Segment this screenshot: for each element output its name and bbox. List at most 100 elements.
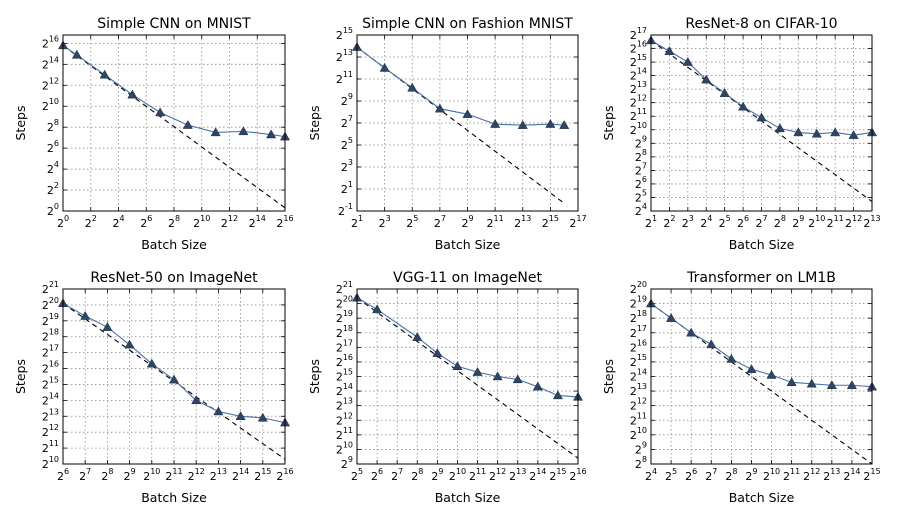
data-point xyxy=(168,374,180,384)
y-tick-label: 219 xyxy=(630,295,647,311)
data-point xyxy=(124,339,135,349)
y-tick-label: 211 xyxy=(336,426,353,442)
data-point xyxy=(793,127,804,137)
y-tick-label: 29 xyxy=(341,455,353,471)
data-point xyxy=(99,69,110,79)
data-point xyxy=(146,358,157,368)
x-tick-label: 27 xyxy=(434,214,446,230)
x-tick-label: 21 xyxy=(351,214,363,230)
axes-frame xyxy=(356,34,579,212)
x-tick-label: 26 xyxy=(140,214,152,230)
x-tick-label: 23 xyxy=(379,214,391,230)
y-tick-label: 220 xyxy=(336,295,353,311)
y-axis-label: Steps xyxy=(307,106,322,141)
x-tick-label: 24 xyxy=(645,467,657,483)
y-tick-label: 29 xyxy=(341,92,353,108)
reference-line xyxy=(62,45,286,209)
y-tick-label: 22 xyxy=(47,181,59,197)
y-tick-label: 213 xyxy=(336,397,353,413)
y-tick-label: 213 xyxy=(630,80,647,96)
x-tick-label: 211 xyxy=(487,214,504,230)
y-tick-label: 216 xyxy=(336,353,353,369)
panel-title: VGG-11 on ImageNet xyxy=(393,270,542,286)
data-point xyxy=(738,101,749,111)
x-tick-label: 211 xyxy=(783,467,800,483)
x-tick-label: 23 xyxy=(682,214,694,230)
x-tick-label: 214 xyxy=(843,467,860,483)
data-point xyxy=(191,395,202,405)
data-point xyxy=(719,88,730,97)
data-point xyxy=(848,130,859,139)
data-point xyxy=(726,353,737,363)
y-tick-label: 215 xyxy=(630,353,647,369)
y-tick-label: 211 xyxy=(630,411,647,427)
x-tick-label: 29 xyxy=(461,214,473,230)
data-point xyxy=(235,411,246,420)
x-tick-label: 27 xyxy=(79,467,91,483)
axes-frame xyxy=(356,288,579,465)
data-point xyxy=(238,126,249,136)
x-axis-label: Batch Size xyxy=(141,237,207,252)
y-tick-label: 218 xyxy=(336,324,353,340)
panel-title: ResNet-8 on CIFAR-10 xyxy=(685,16,837,32)
x-tick-label: 212 xyxy=(803,467,820,483)
y-tick-label: 213 xyxy=(630,382,647,398)
x-tick-label: 210 xyxy=(449,467,466,483)
x-axis-label: Batch Size xyxy=(435,490,501,505)
x-tick-label: 27 xyxy=(755,214,767,230)
x-tick-label: 217 xyxy=(569,214,586,230)
chart-panel-2: 21 23 25 27 29 211 213 215 2172-1212325272921121… xyxy=(307,16,587,252)
y-tick-label: 28 xyxy=(635,455,647,471)
chart-panel-5: 25 26 27 28 29 210 211 212 213 214 215 216292102112… xyxy=(307,270,587,505)
y-tick-label: 27 xyxy=(341,114,353,130)
x-tick-label: 24 xyxy=(112,214,124,230)
x-tick-label: 215 xyxy=(863,467,880,483)
reference-line xyxy=(356,46,565,204)
y-tick-label: 215 xyxy=(630,53,647,69)
data-point xyxy=(666,313,677,322)
y-tick-label: 210 xyxy=(42,455,59,471)
y-tick-label: 28 xyxy=(635,148,647,164)
x-tick-label: 28 xyxy=(725,467,737,483)
data-point xyxy=(452,361,463,370)
data-point xyxy=(71,49,82,59)
x-tick-label: 211 xyxy=(165,467,182,483)
y-tick-label: 215 xyxy=(336,368,353,384)
x-tick-label: 212 xyxy=(188,467,205,483)
y-tick-label: 28 xyxy=(47,118,59,134)
x-tick-label: 28 xyxy=(168,214,180,230)
x-tick-label: 25 xyxy=(719,214,731,230)
x-tick-label: 213 xyxy=(509,467,526,483)
x-tick-label: 216 xyxy=(569,467,586,483)
y-tick-label: 213 xyxy=(336,48,353,64)
x-tick-label: 214 xyxy=(529,467,546,483)
x-tick-label: 211 xyxy=(469,467,486,483)
panel-title: Transformer on LM1B xyxy=(686,270,836,286)
data-point xyxy=(490,118,501,128)
data-point xyxy=(846,380,857,389)
data-point xyxy=(774,123,785,133)
y-tick-label: 219 xyxy=(336,309,353,325)
y-tick-label: 20 xyxy=(47,202,59,218)
x-tick-label: 212 xyxy=(845,214,862,230)
x-tick-label: 29 xyxy=(431,467,443,483)
chart-panel-4: 26 27 28 29 210 211 212 213 214 215 21621021121221… xyxy=(13,270,294,505)
series-line xyxy=(62,45,286,138)
x-tick-label: 215 xyxy=(542,214,559,230)
y-axis-label: Steps xyxy=(307,359,322,394)
data-point xyxy=(472,367,483,376)
y-tick-label: 26 xyxy=(47,139,59,155)
x-tick-label: 28 xyxy=(101,467,113,483)
data-point xyxy=(210,127,221,137)
y-tick-label: 27 xyxy=(635,161,647,177)
data-point xyxy=(746,364,757,373)
data-point xyxy=(102,322,113,331)
data-point xyxy=(257,412,268,422)
x-tick-label: 215 xyxy=(549,467,566,483)
x-tick-label: 213 xyxy=(823,467,840,483)
y-tick-label: 221 xyxy=(336,280,353,296)
x-tick-label: 28 xyxy=(774,214,786,230)
panel-title: Simple CNN on MNIST xyxy=(97,16,251,32)
x-tick-label: 26 xyxy=(371,467,383,483)
